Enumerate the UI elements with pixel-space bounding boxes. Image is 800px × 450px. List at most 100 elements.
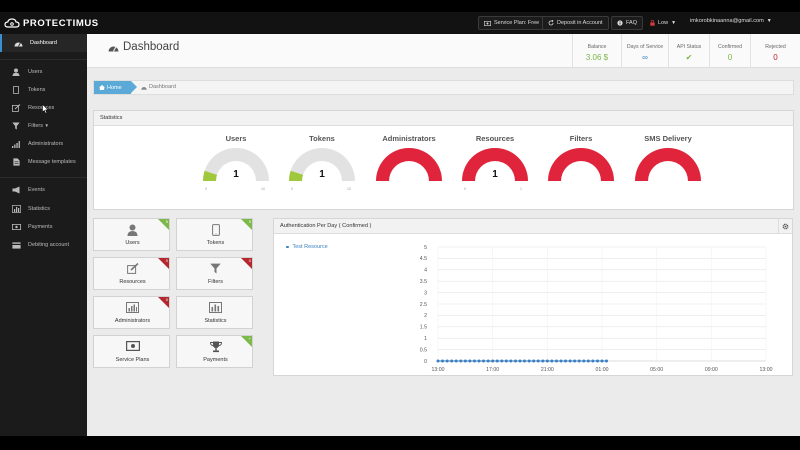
- sidebar-item-statistics[interactable]: Statistics: [0, 200, 87, 218]
- data-point[interactable]: [445, 359, 449, 363]
- user-icon: [11, 67, 21, 77]
- deposit-button[interactable]: Deposit in Account: [542, 16, 609, 30]
- stat-label: Rejected: [765, 44, 786, 50]
- stat-value: 0: [773, 53, 778, 62]
- sidebar-item-administrators[interactable]: Administrators: [0, 135, 87, 153]
- data-point[interactable]: [436, 359, 440, 363]
- gauge-fill: [635, 148, 701, 181]
- x-tick-label: 09:00: [705, 367, 718, 373]
- data-point[interactable]: [577, 359, 581, 363]
- data-point[interactable]: [459, 359, 463, 363]
- balance-stat[interactable]: Balance 3.06 $: [572, 34, 621, 68]
- x-tick-label: 01:00: [596, 367, 609, 373]
- tile-administrators[interactable]: Administrators 0: [93, 296, 170, 329]
- tile-label: Tokens: [206, 240, 225, 246]
- tile-tokens[interactable]: Tokens 5: [176, 218, 253, 251]
- chart-icon: [177, 302, 254, 313]
- breadcrumb-home[interactable]: Home: [94, 81, 137, 94]
- data-point[interactable]: [491, 359, 495, 363]
- panel-title: Statistics: [94, 111, 793, 126]
- stat-value: 3.06 $: [585, 53, 609, 62]
- sidebar-item-debiting-account[interactable]: Debiting account: [0, 236, 87, 254]
- data-point[interactable]: [450, 359, 454, 363]
- data-point[interactable]: [591, 359, 595, 363]
- gauge-title: SMS Delivery: [644, 134, 692, 143]
- data-point[interactable]: [568, 359, 572, 363]
- gauge-title: Tokens: [309, 134, 335, 143]
- tile-service-plans[interactable]: Service Plans: [93, 335, 170, 368]
- data-point[interactable]: [559, 359, 563, 363]
- gauge-arc: [203, 148, 269, 181]
- data-point[interactable]: [441, 359, 445, 363]
- cloud-logo-icon: [4, 18, 20, 28]
- data-point[interactable]: [527, 359, 531, 363]
- caret-down-icon: ▼: [44, 123, 49, 128]
- divider: [0, 59, 87, 60]
- sidebar-item-users[interactable]: Users: [0, 63, 87, 81]
- tile-filters[interactable]: Filters 0: [176, 257, 253, 290]
- sidebar-item-filters[interactable]: Filters ▼: [0, 117, 87, 135]
- signal-icon: [94, 302, 171, 313]
- data-point[interactable]: [509, 359, 513, 363]
- data-point[interactable]: [550, 359, 554, 363]
- data-point[interactable]: [513, 359, 517, 363]
- data-point[interactable]: [595, 359, 599, 363]
- data-point[interactable]: [564, 359, 568, 363]
- gauge-arc: [289, 148, 355, 181]
- tile-resources[interactable]: Resources 0: [93, 257, 170, 290]
- page-header: Dashboard Balance 3.06 $ Days of Service…: [87, 34, 800, 68]
- gauge-title: Filters: [569, 134, 593, 143]
- data-point[interactable]: [573, 359, 577, 363]
- data-point[interactable]: [586, 359, 590, 363]
- y-tick-label: 0.5: [420, 347, 427, 353]
- data-point[interactable]: [472, 359, 476, 363]
- sidebar-item-dashboard[interactable]: Dashboard: [0, 34, 87, 52]
- y-tick-label: 1.5: [420, 325, 427, 331]
- gauge-max: 10: [261, 187, 265, 191]
- service-plan-button[interactable]: Service Plan: Free: [478, 16, 546, 30]
- tile-users[interactable]: Users 5: [93, 218, 170, 251]
- gauge-value: 1: [233, 169, 239, 180]
- faq-button[interactable]: FAQ: [611, 16, 644, 30]
- tile-badge-count: 5: [248, 219, 251, 224]
- data-point[interactable]: [454, 359, 458, 363]
- data-point[interactable]: [600, 359, 604, 363]
- caret-down-icon: ▼: [671, 20, 677, 26]
- data-point[interactable]: [463, 359, 467, 363]
- gauge-arc: [376, 148, 442, 181]
- data-point[interactable]: [518, 359, 522, 363]
- sidebar-item-message-templates[interactable]: Message templates: [0, 153, 87, 171]
- data-point[interactable]: [523, 359, 527, 363]
- sidebar-item-events[interactable]: Events: [0, 181, 87, 199]
- brand-logo[interactable]: PROTECTIMUS: [4, 15, 99, 31]
- sidebar-item-resources[interactable]: Resources: [0, 99, 87, 117]
- data-point[interactable]: [532, 359, 536, 363]
- data-point[interactable]: [545, 359, 549, 363]
- user-menu[interactable]: imkorobkinaanna@gmail.com ▼: [690, 18, 772, 24]
- stat-value: 0: [727, 53, 733, 62]
- sidebar-item-tokens[interactable]: Tokens: [0, 81, 87, 99]
- data-point[interactable]: [554, 359, 558, 363]
- data-point[interactable]: [605, 359, 609, 363]
- data-point[interactable]: [536, 359, 540, 363]
- data-point[interactable]: [477, 359, 481, 363]
- edit-icon: [94, 263, 171, 274]
- data-point[interactable]: [468, 359, 472, 363]
- tile-statistics[interactable]: Statistics: [176, 296, 253, 329]
- sidebar-item-payments[interactable]: Payments: [0, 218, 87, 236]
- data-point[interactable]: [541, 359, 545, 363]
- data-point[interactable]: [495, 359, 499, 363]
- caret-down-icon: ▼: [766, 18, 772, 24]
- chart-legend[interactable]: Test Resource: [286, 244, 328, 250]
- data-point[interactable]: [504, 359, 508, 363]
- days-of-service-stat: Days of Service ∞: [621, 34, 668, 68]
- tile-payments[interactable]: Payments +: [176, 335, 253, 368]
- data-point[interactable]: [486, 359, 490, 363]
- security-level-dropdown[interactable]: Low ▼: [645, 16, 681, 30]
- info-icon: [617, 20, 623, 26]
- data-point[interactable]: [482, 359, 486, 363]
- data-point[interactable]: [500, 359, 504, 363]
- auth-chart: 0 0.5 1 1.5 2 2.5 3 3.5 4 4.5 5 13:00 17:00 21:00 01:0…: [420, 245, 773, 373]
- settings-button[interactable]: [778, 219, 792, 234]
- data-point[interactable]: [582, 359, 586, 363]
